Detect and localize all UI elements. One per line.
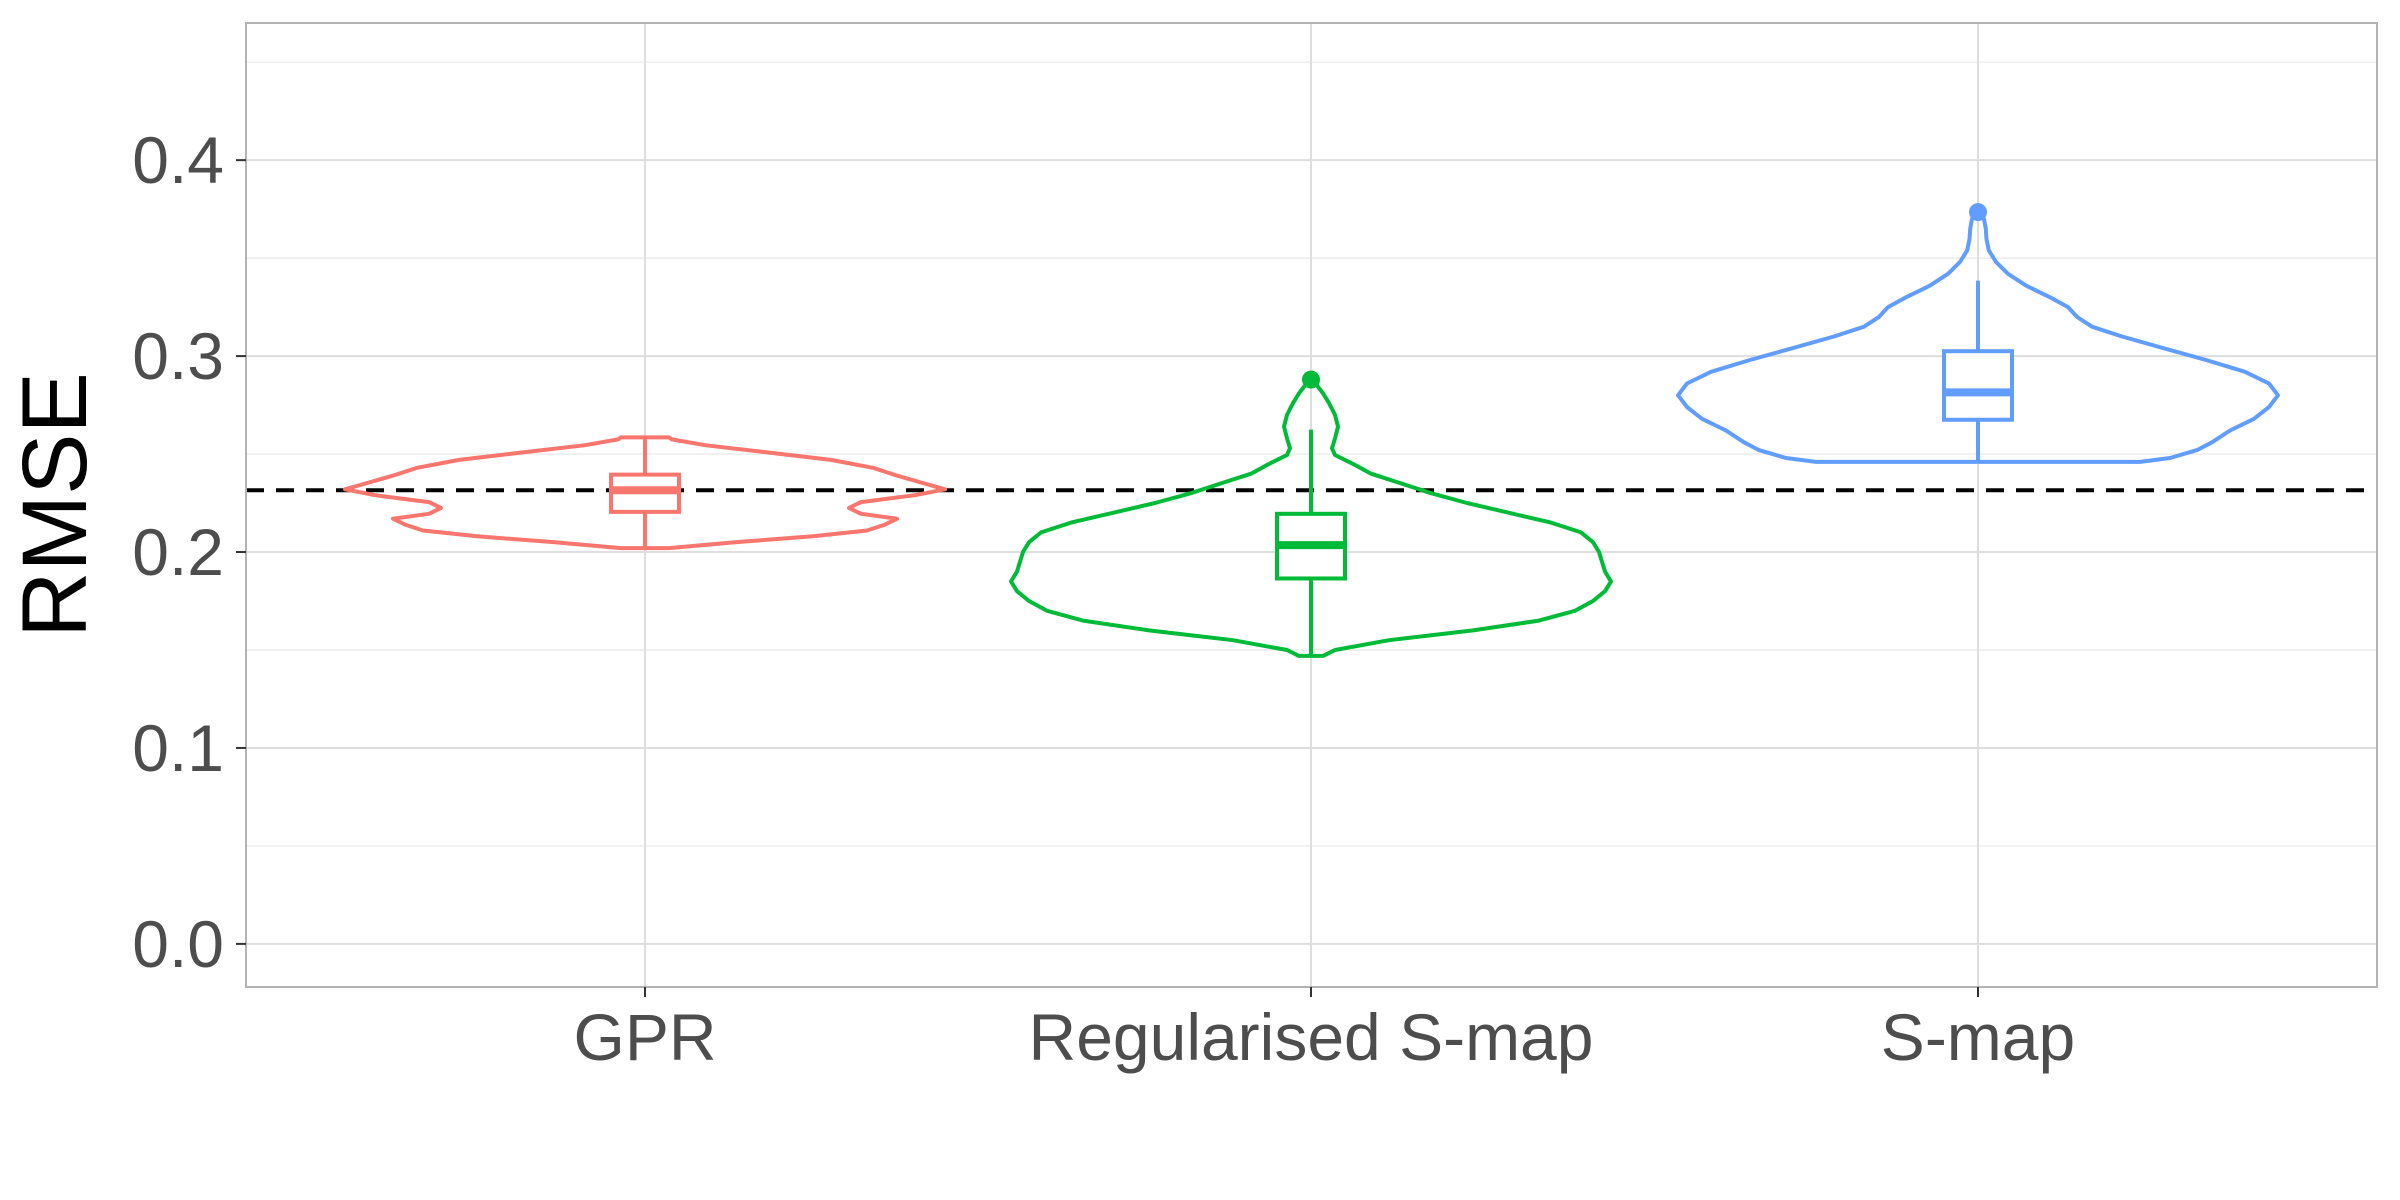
violin-outline — [343, 435, 947, 551]
violin-group-gpr — [343, 435, 947, 551]
y-axis-title: RMSE — [4, 372, 106, 638]
axes: 0.0 0.1 0.2 0.3 0.4 GPR Regularised S-map S-map — [132, 123, 2075, 1074]
y-tick-label: 0.0 — [132, 907, 224, 981]
x-tick-label: Regularised S-map — [1029, 1000, 1594, 1074]
gridlines — [246, 23, 2377, 987]
y-tick-label: 0.3 — [132, 319, 224, 393]
x-tick-label: GPR — [573, 1000, 716, 1074]
y-tick-label: 0.1 — [132, 711, 224, 785]
y-tick-label: 0.2 — [132, 515, 224, 589]
violins — [343, 203, 2280, 658]
outlier-point — [1302, 370, 1320, 389]
y-tick-label: 0.4 — [132, 123, 224, 197]
x-tick-label: S-map — [1881, 1000, 2075, 1074]
box-iqr — [1942, 349, 2014, 422]
violin-group-s-map — [1676, 203, 2280, 464]
outlier-point — [1969, 203, 1987, 222]
violin-group-regularised-s-map — [1009, 370, 1613, 658]
